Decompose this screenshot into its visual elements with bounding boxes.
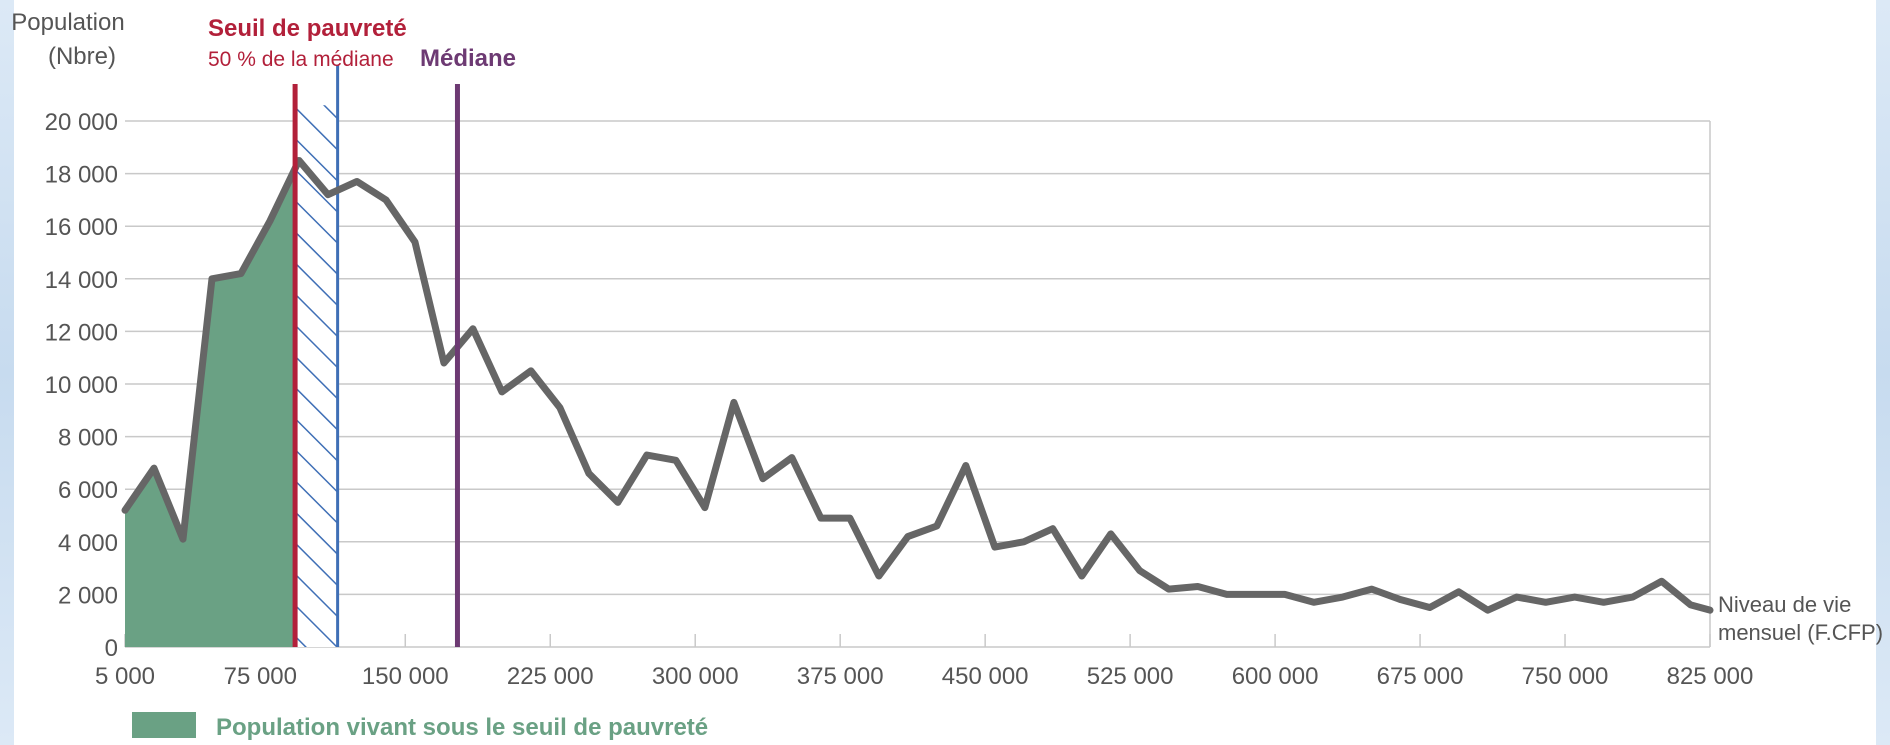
x-tick-label-600000: 600 000: [1232, 663, 1319, 690]
band-layer: [295, 65, 340, 648]
x-tick-label-75000: 75 000: [224, 663, 297, 690]
area-layer: [125, 168, 296, 648]
y-tick-label-0: 0: [105, 635, 118, 662]
x-tick-label-450000: 450 000: [942, 663, 1029, 690]
y-axis-title-line1: Population: [11, 9, 124, 36]
y-tick-label-12000: 12 000: [45, 319, 118, 346]
x-tick-label-5000: 5 000: [95, 663, 155, 690]
x-axis-tick-labels: 5 000 75 000 150 000 225 000 300 000 375 000 4…: [95, 663, 1753, 690]
x-tick-label-300000: 300 000: [652, 663, 739, 690]
hatched-band: [295, 105, 338, 648]
y-tick-label-14000: 14 000: [45, 267, 118, 294]
line-layer: [121, 156, 1714, 614]
x-tick-label-525000: 525 000: [1087, 663, 1174, 690]
y-tick-label-10000: 10 000: [45, 372, 118, 399]
y-axis-tick-labels: 0 2 000 4 000 6 000 8 000 10 000 12 000 14 000 1…: [45, 109, 118, 662]
y-axis-title-line2: (Nbre): [48, 43, 116, 70]
x-tick-label-675000: 675 000: [1377, 663, 1464, 690]
y-tick-label-18000: 18 000: [45, 162, 118, 189]
x-tick-label-375000: 375 000: [797, 663, 884, 690]
y-tick-label-20000: 20 000: [45, 109, 118, 136]
median-label: Médiane: [420, 45, 516, 72]
poverty-area: [125, 168, 296, 648]
y-tick-label-6000: 6 000: [58, 477, 118, 504]
y-tick-label-4000: 4 000: [58, 530, 118, 557]
x-tick-label-225000: 225 000: [507, 663, 594, 690]
x-tick-label-750000: 750 000: [1522, 663, 1609, 690]
population-line: [121, 156, 1714, 614]
x-axis-title-line2: mensuel (F.CFP): [1718, 620, 1883, 645]
y-tick-label-2000: 2 000: [58, 582, 118, 609]
poverty-threshold-subtitle: 50 % de la médiane: [208, 48, 394, 71]
x-tick-label-150000: 150 000: [362, 663, 449, 690]
x-axis-title-line1: Niveau de vie: [1718, 592, 1851, 617]
poverty-threshold-title: Seuil de pauvreté: [208, 15, 407, 42]
y-tick-label-16000: 16 000: [45, 214, 118, 241]
legend-label: Population vivant sous le seuil de pauvr…: [216, 714, 708, 741]
legend-swatch: [132, 712, 196, 738]
left-frame-border: [0, 0, 14, 745]
grid-lines: [124, 120, 1711, 648]
x-tick-label-825000: 825 000: [1667, 663, 1754, 690]
right-frame-border: [1876, 0, 1890, 745]
reference-lines: [292, 84, 460, 647]
y-tick-label-8000: 8 000: [58, 425, 118, 452]
